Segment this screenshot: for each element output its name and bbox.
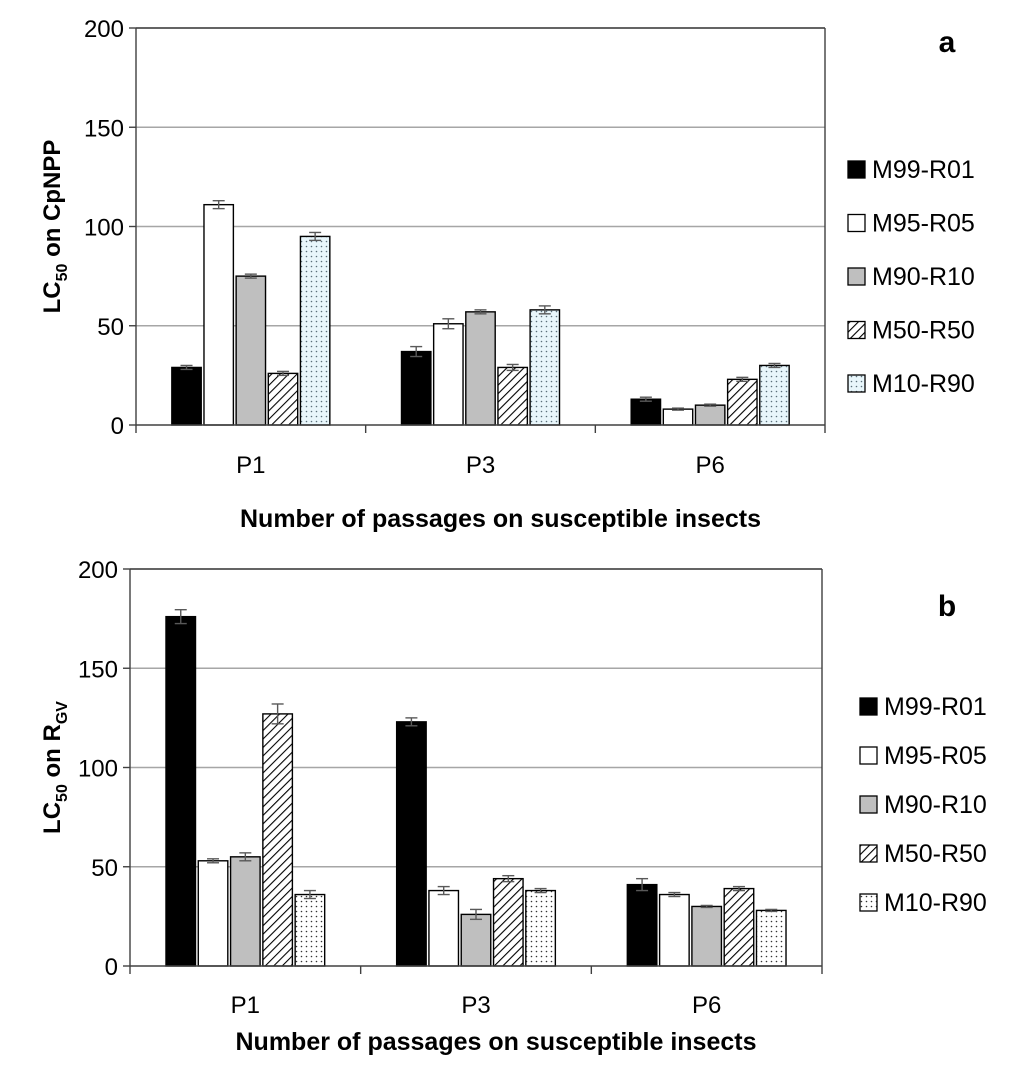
legend-label-M90-R10: M90-R10 — [884, 791, 987, 819]
bar-M90-R10-P6 — [694, 404, 726, 426]
bar-M90-R10-P3 — [460, 913, 492, 967]
x-tick-label-P6: P6 — [692, 992, 721, 1019]
x-tick-label-P1: P1 — [231, 992, 260, 1019]
bar-M50-R50-P6 — [726, 378, 758, 426]
legend-label-M99-R01: M99-R01 — [884, 693, 987, 721]
bar-M10-R90-P1 — [299, 235, 331, 426]
legend-swatch-M99-R01 — [859, 697, 878, 716]
bar-M95-R05-P3 — [432, 323, 464, 426]
legend-label-M10-R90: M10-R90 — [884, 889, 987, 917]
x-tick-label-P3: P3 — [466, 452, 495, 479]
bar-M90-R10-P6 — [691, 905, 723, 967]
y-axis-label: LC50 on CpNPP — [39, 140, 71, 314]
bar-M95-R05-P3 — [428, 889, 460, 967]
y-tick-label: 200 — [78, 557, 118, 584]
legend-swatch-M10-R90 — [859, 893, 878, 912]
legend-swatch-M95-R05 — [859, 746, 878, 765]
bar-M50-R50-P3 — [497, 366, 529, 426]
x-tick-label-P3: P3 — [461, 992, 490, 1019]
bar-M95-R05-P6 — [662, 408, 694, 426]
legend-swatch-M90-R10 — [847, 267, 866, 286]
panel-label-b: b — [938, 590, 956, 623]
x-tick-label-P6: P6 — [695, 452, 724, 479]
bar-M99-R01-P3 — [400, 350, 432, 426]
bar-M95-R05-P6 — [658, 893, 690, 967]
bar-M50-R50-P3 — [492, 877, 524, 967]
x-tick-label-P1: P1 — [236, 452, 265, 479]
y-axis-label: LC50 on RGV — [39, 701, 71, 834]
bar-M95-R05-P1 — [203, 203, 235, 426]
legend-swatch-M50-R50 — [847, 320, 866, 340]
bar-M90-R10-P1 — [235, 275, 267, 426]
bar-M50-R50-P6 — [723, 887, 755, 967]
legend-label-M10-R90: M10-R90 — [872, 370, 975, 398]
chart-panel-a: 0 50 100 150 200 P1 P3 P6 Number of passages on … — [39, 16, 975, 533]
bar-M90-R10-P3 — [465, 311, 496, 426]
bar-M50-R50-P1 — [267, 372, 299, 426]
bar-M50-R50-P1 — [262, 713, 294, 967]
legend-swatch-M90-R10 — [859, 795, 878, 814]
bar-M99-R01-P6 — [626, 883, 658, 967]
bar-M10-R90-P3 — [529, 309, 561, 426]
legend-swatch-M10-R90 — [847, 374, 866, 393]
y-tick-label: 200 — [84, 16, 124, 43]
legend-label-M90-R10: M90-R10 — [872, 263, 975, 291]
y-tick-label: 0 — [105, 954, 118, 981]
bar-M10-R90-P6 — [759, 364, 790, 426]
bar-M99-R01-P6 — [630, 398, 662, 426]
legend-swatch-M95-R05 — [847, 213, 866, 233]
legend-label-M50-R50: M50-R50 — [884, 840, 987, 868]
y-tick-label: 50 — [91, 855, 118, 882]
panel-label-a: a — [939, 26, 956, 59]
y-tick-label: 150 — [78, 656, 118, 683]
legend-swatch-M99-R01 — [847, 160, 866, 179]
bar-M99-R01-P1 — [165, 615, 197, 967]
bar-M90-R10-P1 — [229, 856, 261, 967]
legend-label-M99-R01: M99-R01 — [872, 156, 975, 184]
y-tick-label: 100 — [84, 215, 124, 242]
bar-M95-R05-P1 — [197, 860, 229, 967]
y-tick-label: 50 — [97, 314, 124, 341]
x-axis-label: Number of passages on susceptible insect… — [240, 505, 761, 533]
bar-M10-R90-P6 — [755, 909, 787, 967]
legend-swatch-M50-R50 — [859, 844, 878, 863]
legend-label-M50-R50: M50-R50 — [872, 317, 975, 345]
legend-label-M95-R05: M95-R05 — [884, 742, 987, 770]
y-tick-label: 100 — [78, 756, 118, 783]
y-tick-label: 0 — [111, 413, 124, 440]
x-axis-label: Number of passages on susceptible insect… — [236, 1028, 757, 1056]
bar-M99-R01-P1 — [171, 366, 202, 426]
bar-M99-R01-P3 — [395, 721, 427, 967]
bar-M10-R90-P1 — [294, 893, 326, 967]
bar-M10-R90-P3 — [525, 889, 557, 967]
y-tick-label: 150 — [84, 115, 124, 142]
legend-label-M95-R05: M95-R05 — [872, 210, 975, 238]
chart-panel-b: 0 50 100 150 200 P1 P3 P6 Number of passages on … — [39, 557, 987, 1056]
